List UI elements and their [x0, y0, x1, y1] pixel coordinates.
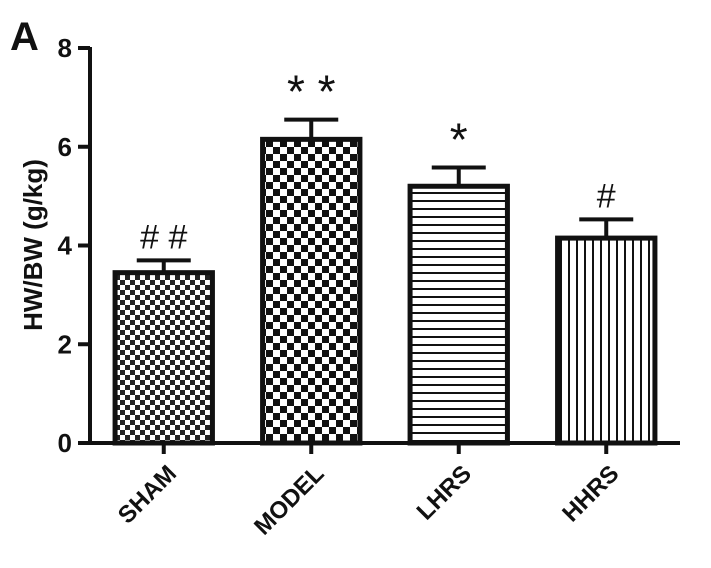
x-tick-labels: SHAM MODEL LHRS HHRS — [113, 460, 625, 540]
bar-lhrs — [407, 183, 510, 446]
x-tick-label-hhrs: HHRS — [557, 460, 624, 527]
y-tick-label: 0 — [58, 428, 72, 458]
y-axis: 0 2 4 6 8 — [58, 33, 92, 458]
y-tick-label: 6 — [58, 132, 72, 162]
x-tick-label-lhrs: LHRS — [412, 460, 477, 525]
y-tick-label: 4 — [58, 231, 73, 261]
significance-marker: * — [450, 113, 468, 165]
panel-label: A — [10, 15, 39, 59]
bar-model — [260, 136, 363, 446]
significance-marker: # — [597, 177, 616, 215]
significance-marker: * * — [287, 66, 336, 118]
y-axis-label: HW/BW (g/kg) — [18, 159, 48, 331]
bar-hhrs — [555, 235, 658, 446]
x-tick-label-model: MODEL — [249, 460, 329, 540]
x-tick-label-sham: SHAM — [113, 460, 182, 529]
bar-sham — [112, 270, 215, 446]
y-tick-label: 8 — [58, 33, 72, 63]
y-tick-label: 2 — [58, 329, 72, 359]
bar-group: # # * * * # — [112, 66, 658, 446]
significance-marker: # # — [140, 218, 187, 256]
